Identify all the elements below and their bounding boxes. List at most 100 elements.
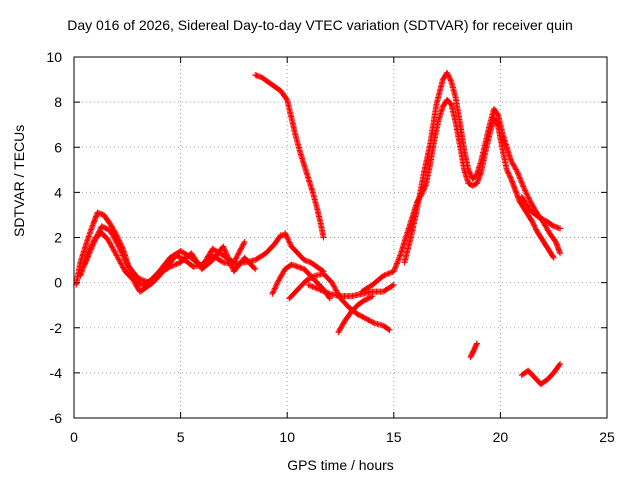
data-point (112, 251, 119, 258)
data-point (520, 183, 527, 190)
data-point (503, 166, 510, 173)
data-point (112, 249, 119, 256)
data-point (107, 227, 114, 234)
data-point (110, 247, 117, 254)
data-point (120, 252, 127, 259)
data-point (530, 204, 537, 211)
x-tick-label: 25 (599, 429, 615, 445)
data-point (445, 73, 452, 80)
data-point (137, 276, 144, 283)
data-point (106, 239, 113, 246)
plot-background (74, 57, 607, 418)
data-point (108, 223, 115, 230)
data-point (508, 157, 515, 164)
data-point (173, 261, 180, 268)
data-point (108, 230, 115, 237)
data-point (514, 170, 521, 177)
data-point (519, 182, 526, 189)
data-point (112, 238, 119, 245)
data-point (85, 252, 92, 259)
data-point (384, 271, 391, 278)
data-point (120, 265, 127, 272)
data-point (370, 319, 377, 326)
data-point (96, 227, 103, 234)
data-point (385, 326, 392, 333)
data-point (228, 263, 235, 270)
data-point (557, 225, 564, 232)
chart-title: Day 016 of 2026, Sidereal Day-to-day VTE… (67, 17, 573, 33)
data-point (87, 246, 94, 253)
x-tick-label: 15 (386, 429, 402, 445)
data-point (515, 171, 522, 178)
x-tick-label: 20 (493, 429, 509, 445)
data-point (388, 269, 395, 276)
data-point (511, 164, 518, 171)
data-point (118, 248, 125, 255)
data-point (510, 162, 517, 169)
data-point (396, 255, 403, 262)
data-point (237, 246, 244, 253)
data-point (335, 329, 342, 336)
data-point (394, 259, 401, 266)
data-point (336, 328, 343, 335)
data-point (325, 290, 332, 297)
data-point (236, 249, 243, 256)
y-tick-label: 2 (54, 230, 62, 246)
data-point (234, 251, 241, 258)
data-point (524, 192, 531, 199)
y-tick-label: -4 (50, 365, 63, 381)
data-point (505, 170, 512, 177)
data-point (544, 226, 551, 233)
data-point (381, 272, 388, 279)
data-point (305, 281, 312, 288)
data-point (332, 286, 339, 293)
data-point (121, 255, 128, 262)
data-point (238, 244, 245, 251)
data-point (118, 249, 125, 256)
data-point (320, 288, 327, 295)
data-point (326, 294, 333, 301)
data-point (88, 245, 95, 252)
data-point (519, 180, 526, 187)
data-point (174, 260, 181, 267)
data-point (396, 253, 403, 260)
data-point (506, 171, 513, 178)
data-point (251, 265, 258, 272)
data-point (275, 278, 282, 285)
data-point (528, 200, 535, 207)
data-point (92, 237, 99, 244)
data-point (525, 194, 532, 201)
data-point (221, 247, 228, 254)
data-point (285, 236, 292, 243)
data-point (235, 250, 242, 257)
data-point (466, 169, 473, 176)
data-point (473, 341, 480, 348)
data-point (240, 241, 247, 248)
y-tick-label: 6 (54, 139, 62, 155)
data-point (110, 234, 117, 241)
data-points (73, 69, 564, 388)
data-point (523, 190, 530, 197)
data-point (221, 246, 228, 253)
data-point (467, 171, 474, 178)
data-point (557, 360, 564, 367)
data-point (391, 267, 398, 274)
data-point (85, 253, 92, 260)
data-point (115, 255, 122, 262)
data-point (444, 71, 451, 78)
data-point (526, 197, 533, 204)
data-point (313, 285, 320, 292)
data-point (109, 224, 116, 231)
data-point (306, 282, 313, 289)
data-point (119, 251, 126, 258)
data-point (317, 286, 324, 293)
data-point (529, 202, 536, 209)
data-point (122, 257, 129, 264)
data-point (545, 227, 552, 234)
data-point (252, 266, 259, 273)
data-point (395, 257, 402, 264)
series-arc-m (467, 340, 480, 361)
data-point (93, 234, 100, 241)
data-point (527, 198, 534, 205)
data-point (286, 239, 293, 246)
